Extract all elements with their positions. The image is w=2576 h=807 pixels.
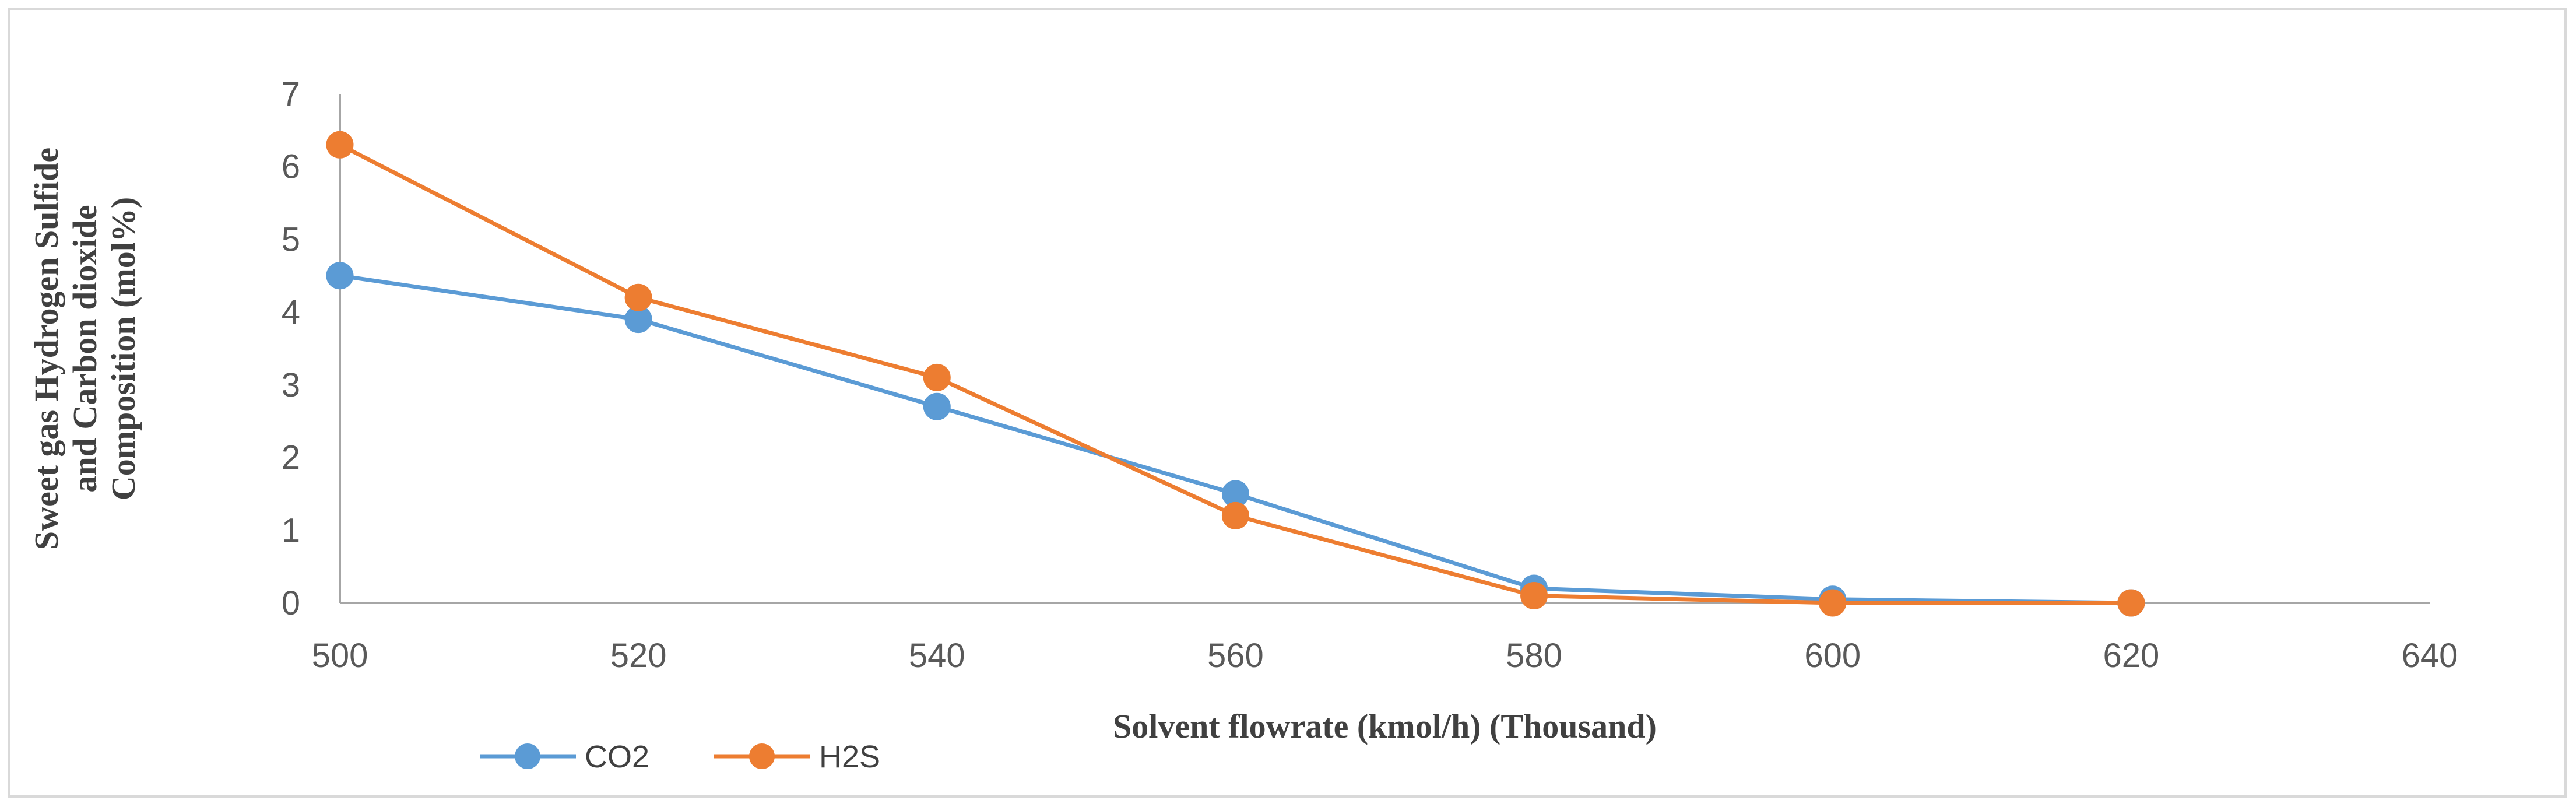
data-point-h2s bbox=[1221, 501, 1249, 529]
data-point-h2s bbox=[624, 283, 652, 311]
y-tick-label: 2 bbox=[282, 439, 300, 477]
y-tick-label: 1 bbox=[282, 511, 300, 549]
y-axis-title-line: Composition (mol%) bbox=[104, 197, 142, 500]
y-axis-title-line: Sweet gas Hydrogen Sulfide bbox=[27, 148, 65, 550]
axes bbox=[339, 94, 2430, 604]
x-tick-label: 560 bbox=[1207, 637, 1264, 675]
x-tick-label: 600 bbox=[1804, 637, 1861, 675]
legend-label-h2s: H2S bbox=[819, 739, 880, 774]
x-tick-label: 620 bbox=[2103, 637, 2159, 675]
x-tick-label: 640 bbox=[2402, 637, 2458, 675]
series-group bbox=[326, 131, 2145, 617]
chart-frame bbox=[8, 8, 2567, 798]
y-tick-label: 6 bbox=[282, 148, 300, 186]
data-point-co2 bbox=[326, 262, 354, 290]
data-point-h2s bbox=[2117, 589, 2145, 617]
y-tick-label: 3 bbox=[282, 366, 300, 404]
data-point-h2s bbox=[1520, 582, 1548, 610]
data-point-h2s bbox=[326, 131, 354, 159]
y-axis-title: Sweet gas Hydrogen Sulfide and Carbon dio… bbox=[27, 148, 142, 550]
y-axis-title-lines: Sweet gas Hydrogen Sulfide and Carbon dio… bbox=[27, 148, 142, 550]
series-line-h2s bbox=[339, 143, 2131, 605]
x-tick-label: 500 bbox=[312, 637, 368, 675]
legend-marker-co2 bbox=[515, 743, 540, 769]
x-tick-label: 580 bbox=[1506, 637, 1562, 675]
data-point-h2s bbox=[923, 363, 951, 391]
data-point-h2s bbox=[1819, 589, 1847, 617]
data-point-co2 bbox=[923, 392, 951, 420]
x-tick-label: 520 bbox=[610, 637, 667, 675]
y-tick-label: 4 bbox=[282, 293, 300, 331]
y-tick-label: 7 bbox=[282, 75, 300, 113]
tick-labels: 0 1 2 3 4 5 6 7 500 520 540 560 580 600 620 640 bbox=[282, 75, 2458, 675]
legend-label-co2: CO2 bbox=[585, 739, 649, 774]
legend: CO2 H2S bbox=[480, 739, 880, 774]
legend-marker-h2s bbox=[749, 743, 775, 769]
y-tick-label: 5 bbox=[282, 220, 300, 258]
x-axis-title: Solvent flowrate (kmol/h) (Thousand) bbox=[1113, 707, 1657, 745]
series-line-co2 bbox=[339, 273, 2131, 605]
x-tick-label: 540 bbox=[909, 637, 965, 675]
y-axis-title-line: and Carbon dioxide bbox=[66, 205, 104, 492]
y-tick-label: 0 bbox=[282, 584, 300, 622]
